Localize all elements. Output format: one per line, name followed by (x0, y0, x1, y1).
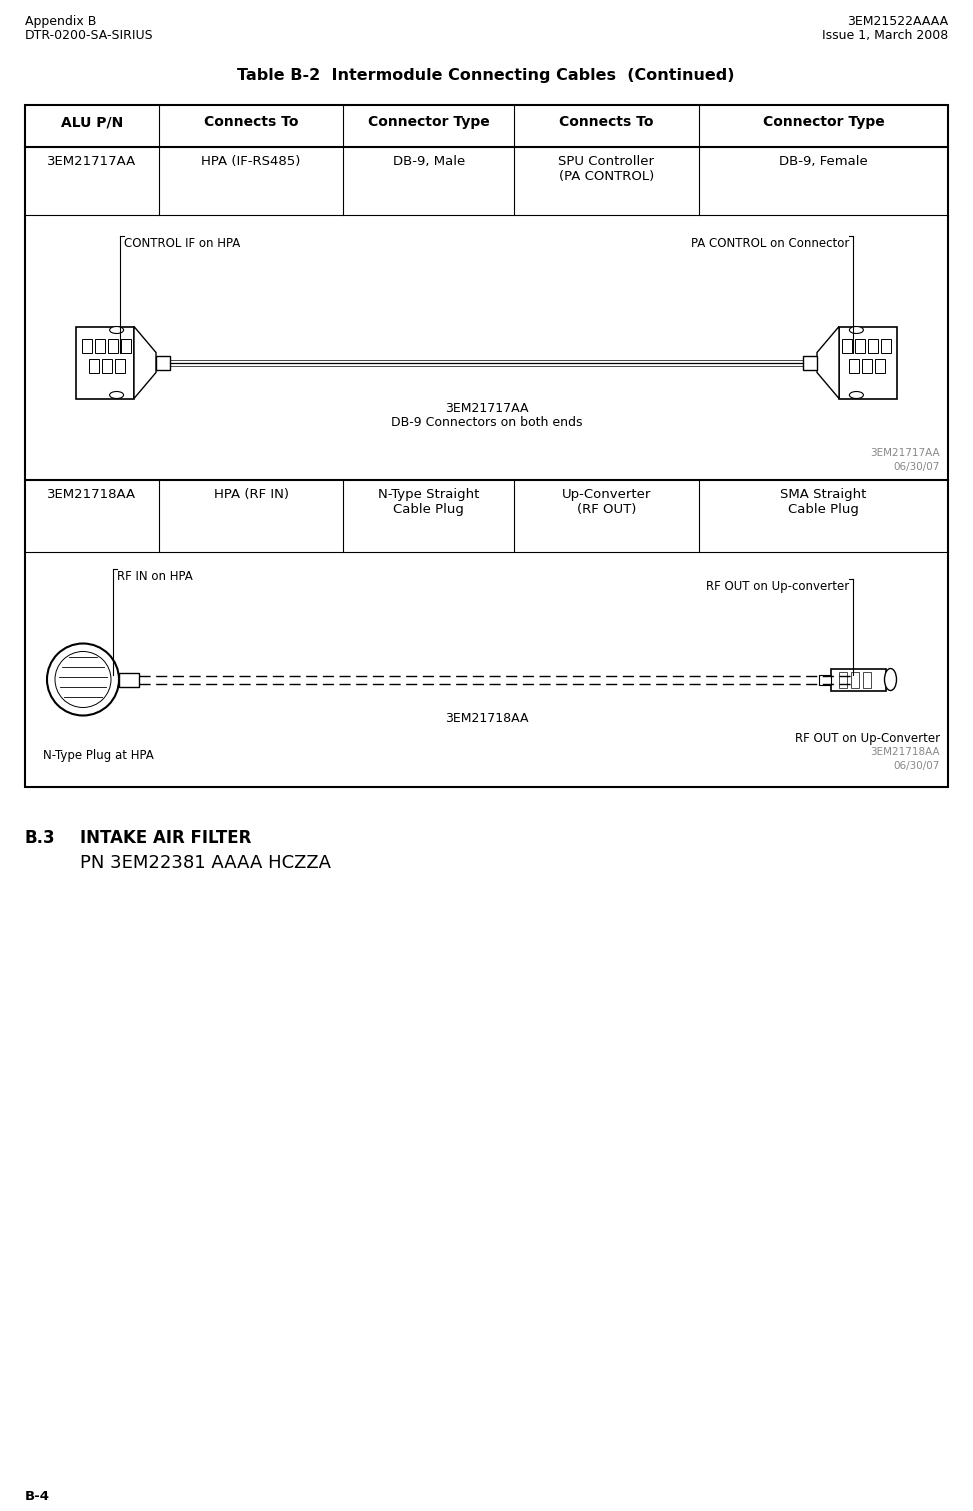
Text: 3EM21717AA: 3EM21717AA (871, 447, 940, 458)
Text: RF OUT on Up-Converter: RF OUT on Up-Converter (795, 731, 940, 745)
Text: N-Type Straight
Cable Plug: N-Type Straight Cable Plug (378, 488, 480, 515)
Ellipse shape (110, 326, 124, 334)
Text: Table B-2  Intermodule Connecting Cables  (Continued): Table B-2 Intermodule Connecting Cables … (237, 68, 735, 83)
Text: Up-Converter
(RF OUT): Up-Converter (RF OUT) (561, 488, 651, 515)
Bar (25, 104, 948, 787)
Bar (839, 326, 897, 399)
Ellipse shape (849, 391, 863, 399)
Text: SPU Controller
(PA CONTROL): SPU Controller (PA CONTROL) (559, 156, 655, 183)
Bar (839, 671, 847, 688)
Bar (101, 358, 112, 373)
Text: SMA Straight
Cable Plug: SMA Straight Cable Plug (780, 488, 867, 515)
Ellipse shape (849, 326, 863, 334)
Bar (121, 338, 131, 352)
Text: 3EM21718AA: 3EM21718AA (445, 712, 528, 724)
Ellipse shape (47, 644, 119, 716)
Text: N-Type Plug at HPA: N-Type Plug at HPA (43, 749, 154, 762)
Bar (818, 674, 831, 684)
Bar (156, 355, 170, 370)
Text: PN 3EM22381 AAAA HCZZA: PN 3EM22381 AAAA HCZZA (80, 854, 331, 872)
Bar (95, 338, 105, 352)
Bar (119, 672, 139, 686)
Bar (861, 358, 872, 373)
Text: B-4: B-4 (25, 1490, 50, 1503)
Text: RF IN on HPA: RF IN on HPA (117, 570, 193, 583)
Bar (842, 338, 852, 352)
Text: Appendix B: Appendix B (25, 15, 96, 29)
Text: Connects To: Connects To (559, 115, 654, 128)
Text: 06/30/07: 06/30/07 (893, 462, 940, 471)
Text: DB-9 Connectors on both ends: DB-9 Connectors on both ends (391, 416, 582, 429)
Bar (82, 338, 92, 352)
Bar (89, 358, 98, 373)
Bar (862, 671, 871, 688)
Bar (850, 671, 858, 688)
Ellipse shape (110, 391, 124, 399)
Bar (868, 338, 878, 352)
Ellipse shape (884, 668, 896, 691)
Text: 3EM21717AA: 3EM21717AA (445, 402, 528, 416)
Bar (803, 355, 817, 370)
Bar (875, 358, 884, 373)
Text: RF OUT on Up-converter: RF OUT on Up-converter (705, 580, 849, 592)
Text: Issue 1, March 2008: Issue 1, March 2008 (822, 29, 948, 42)
Text: INTAKE AIR FILTER: INTAKE AIR FILTER (80, 830, 251, 848)
Text: ALU P/N: ALU P/N (60, 115, 123, 128)
Text: B.3: B.3 (25, 830, 55, 848)
Text: 3EM21718AA: 3EM21718AA (871, 746, 940, 757)
Text: Connects To: Connects To (204, 115, 299, 128)
Bar (848, 358, 858, 373)
Text: DB-9, Male: DB-9, Male (393, 156, 465, 168)
Text: HPA (IF-RS485): HPA (IF-RS485) (201, 156, 301, 168)
Text: PA CONTROL on Connector: PA CONTROL on Connector (691, 237, 849, 249)
Text: Connector Type: Connector Type (763, 115, 884, 128)
PathPatch shape (134, 326, 156, 399)
Text: 3EM21718AA: 3EM21718AA (48, 488, 136, 502)
Bar (855, 338, 865, 352)
Text: HPA (RF IN): HPA (RF IN) (214, 488, 289, 502)
Text: 3EM21522AAAA: 3EM21522AAAA (847, 15, 948, 29)
Bar (108, 338, 118, 352)
Text: 3EM21717AA: 3EM21717AA (48, 156, 136, 168)
Text: 06/30/07: 06/30/07 (893, 762, 940, 771)
Bar (76, 326, 134, 399)
Text: CONTROL IF on HPA: CONTROL IF on HPA (124, 237, 240, 249)
PathPatch shape (817, 326, 839, 399)
Bar (831, 668, 885, 691)
Text: DB-9, Female: DB-9, Female (779, 156, 868, 168)
Bar (115, 358, 125, 373)
Text: Connector Type: Connector Type (368, 115, 489, 128)
Text: DTR-0200-SA-SIRIUS: DTR-0200-SA-SIRIUS (25, 29, 154, 42)
Bar (881, 338, 891, 352)
